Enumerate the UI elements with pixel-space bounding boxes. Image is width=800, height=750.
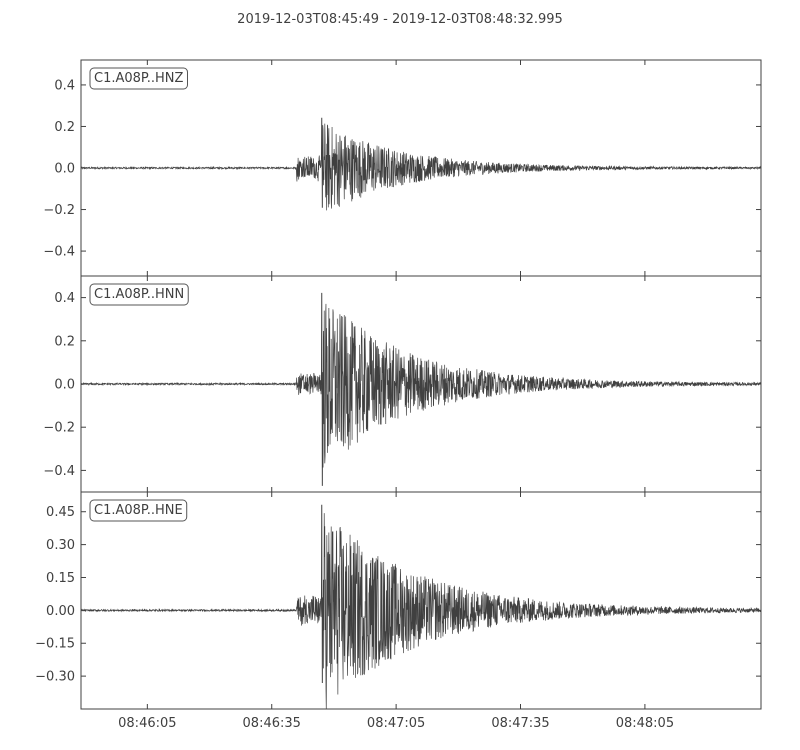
y-tick-label: 0.2 [54, 334, 75, 349]
panel-frame [80, 491, 762, 710]
y-tick-label: 0.4 [54, 291, 75, 306]
channel-panel-1: 0.4 0.2 0.0 −0.2 −0.4 C1.A08P..HNZ [43, 59, 762, 277]
y-tick-label: −0.4 [43, 464, 75, 479]
x-tick-label: 08:46:05 [118, 716, 176, 731]
y-tick-label: −0.4 [43, 245, 75, 260]
x-tick-label: 08:46:35 [243, 716, 301, 731]
waveform-trace [80, 117, 762, 211]
channel-label-text: C1.A08P..HNZ [94, 71, 183, 86]
y-tick-label: 0.2 [54, 120, 75, 135]
chart-title: 2019-12-03T08:45:49 - 2019-12-03T08:48:3… [237, 12, 563, 27]
x-tick-label: 08:47:35 [491, 716, 549, 731]
y-tick-label: 0.4 [54, 78, 75, 93]
x-tick-label: 08:47:05 [367, 716, 425, 731]
y-tick-label: 0.0 [54, 162, 75, 177]
channel-panel-2: 0.4 0.2 0.0 −0.2 −0.4 C1.A08P..HNN [43, 275, 762, 493]
waveform-trace [80, 504, 762, 710]
y-tick-label: −0.30 [35, 670, 75, 685]
y-tick-label: 0.00 [46, 604, 75, 619]
channel-label: C1.A08P..HNN [89, 283, 189, 306]
channel-panel-3: 0.45 0.30 0.15 0.00 −0.15 −0.30 C1.A08P..HNE [35, 491, 762, 710]
y-tick-label: 0.0 [54, 378, 75, 393]
y-tick-label: −0.15 [35, 637, 75, 652]
x-tick-label: 08:48:05 [616, 716, 674, 731]
channel-label: C1.A08P..HNZ [89, 67, 188, 90]
y-tick-label: 0.45 [46, 505, 75, 520]
channel-label-box [89, 67, 188, 90]
y-tick-label: 0.30 [46, 538, 75, 553]
channel-label-box [89, 283, 189, 306]
waveform-trace [80, 292, 762, 486]
channel-label: C1.A08P..HNE [89, 499, 188, 522]
y-tick-label: 0.15 [46, 571, 75, 586]
y-tick-label: −0.2 [43, 203, 75, 218]
channel-label-box [89, 499, 188, 522]
channel-label-text: C1.A08P..HNN [94, 287, 184, 302]
y-tick-label: −0.2 [43, 421, 75, 436]
channel-label-text: C1.A08P..HNE [94, 503, 183, 518]
